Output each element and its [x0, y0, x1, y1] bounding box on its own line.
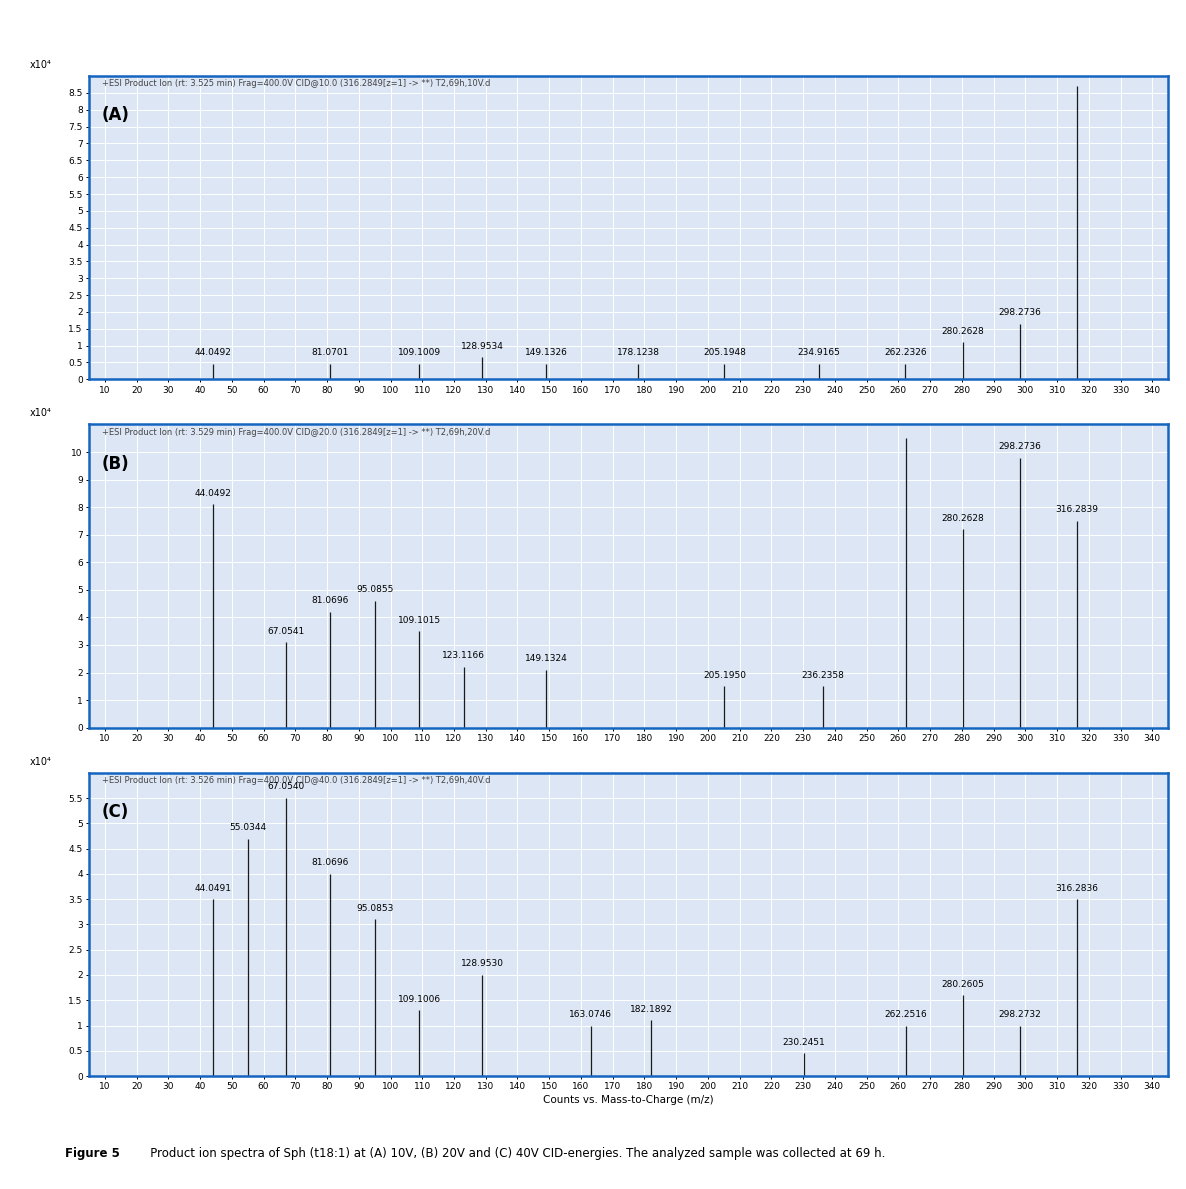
Text: 55.0344: 55.0344 [229, 823, 267, 832]
Text: x10⁴: x10⁴ [30, 59, 51, 70]
Text: +ESI Product Ion (rt: 3.529 min) Frag=400.0V CID@20.0 (316.2849[z=1] -> **) T2,6: +ESI Product Ion (rt: 3.529 min) Frag=40… [102, 428, 490, 436]
Text: 262.2326: 262.2326 [885, 348, 926, 358]
Text: 205.1950: 205.1950 [703, 671, 746, 680]
Text: 128.9530: 128.9530 [461, 960, 504, 968]
Text: 262.2516: 262.2516 [885, 1009, 927, 1019]
Text: 81.0696: 81.0696 [312, 596, 349, 605]
Text: 44.0492: 44.0492 [195, 348, 231, 358]
Text: 298.2736: 298.2736 [999, 308, 1041, 317]
Text: 178.1238: 178.1238 [617, 348, 659, 358]
Text: 95.0853: 95.0853 [356, 904, 394, 913]
Text: 230.2451: 230.2451 [783, 1038, 825, 1046]
Text: 44.0492: 44.0492 [195, 489, 231, 498]
Text: +ESI Product Ion (rt: 3.526 min) Frag=400.0V CID@40.0 (316.2849[z=1] -> **) T2,6: +ESI Product Ion (rt: 3.526 min) Frag=40… [102, 776, 490, 785]
Text: 123.1166: 123.1166 [442, 652, 485, 660]
Text: 205.1948: 205.1948 [703, 348, 746, 358]
Text: 149.1326: 149.1326 [525, 348, 568, 358]
Text: 81.0701: 81.0701 [312, 348, 349, 358]
Text: 280.2628: 280.2628 [942, 514, 984, 522]
Text: 67.0540: 67.0540 [267, 782, 305, 792]
Text: (B): (B) [102, 455, 129, 473]
Text: 163.0746: 163.0746 [569, 1009, 612, 1019]
Text: Product ion spectra of Sph (t18:1) at (A) 10V, (B) 20V and (C) 40V CID-energies.: Product ion spectra of Sph (t18:1) at (A… [139, 1147, 885, 1160]
Text: 67.0541: 67.0541 [267, 627, 305, 636]
Text: 298.2732: 298.2732 [999, 1009, 1041, 1019]
Text: 109.1009: 109.1009 [397, 348, 441, 358]
Text: 109.1015: 109.1015 [397, 616, 441, 624]
Text: x10⁴: x10⁴ [30, 756, 51, 767]
Text: 44.0491: 44.0491 [195, 883, 231, 893]
Text: 280.2628: 280.2628 [942, 327, 984, 335]
Text: 234.9165: 234.9165 [797, 348, 840, 358]
Text: 81.0696: 81.0696 [312, 858, 349, 867]
Text: 316.2839: 316.2839 [1056, 505, 1098, 515]
Text: 236.2358: 236.2358 [802, 671, 844, 680]
Text: Figure 5: Figure 5 [65, 1147, 120, 1160]
Text: 128.9534: 128.9534 [461, 341, 504, 351]
Text: +ESI Product Ion (rt: 3.525 min) Frag=400.0V CID@10.0 (316.2849[z=1] -> **) T2,6: +ESI Product Ion (rt: 3.525 min) Frag=40… [102, 80, 490, 88]
Text: 182.1892: 182.1892 [630, 1005, 672, 1014]
X-axis label: Counts vs. Mass-to-Charge (m/z): Counts vs. Mass-to-Charge (m/z) [543, 1095, 714, 1106]
Text: 149.1324: 149.1324 [525, 654, 568, 663]
Text: 298.2736: 298.2736 [999, 442, 1041, 451]
Text: 95.0855: 95.0855 [356, 585, 394, 594]
Text: (C): (C) [102, 804, 129, 822]
Text: (A): (A) [102, 107, 129, 125]
Text: 316.2836: 316.2836 [1056, 883, 1098, 893]
Text: 109.1006: 109.1006 [397, 995, 441, 1004]
Text: 280.2605: 280.2605 [942, 980, 984, 988]
Text: x10⁴: x10⁴ [30, 408, 51, 419]
